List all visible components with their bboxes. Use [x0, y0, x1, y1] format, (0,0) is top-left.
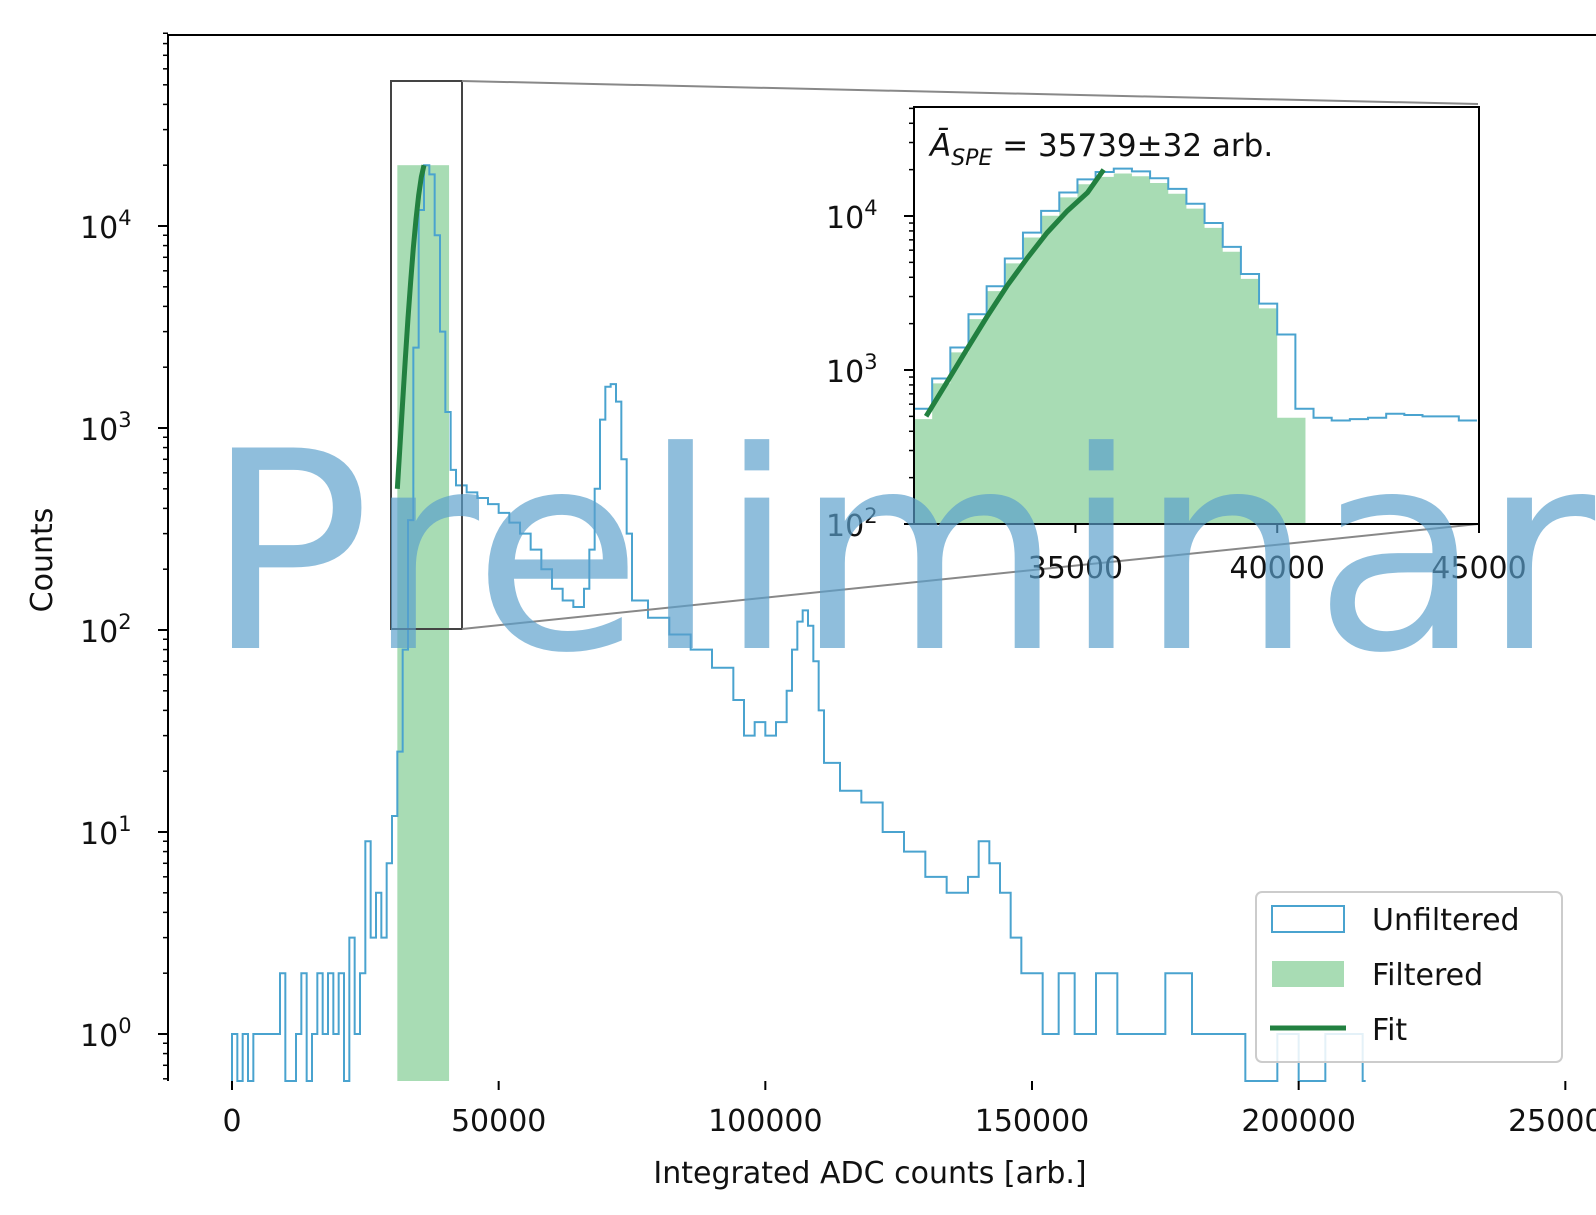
x-tick-label: 50000 [451, 1104, 546, 1139]
legend-label-unfiltered: Unfiltered [1372, 903, 1520, 938]
inset-fit-curve [923, 168, 1106, 418]
y-tick-label: 102 [80, 610, 132, 650]
inset-x-ticks: 35000 40000 45000 [1028, 524, 1527, 586]
inset-annotation: ĀSPE = 35739±32 arb. [928, 128, 1273, 171]
inset-filtered-fill [914, 173, 1306, 524]
fit-curve [394, 164, 427, 489]
zoom-region-box [390, 80, 463, 630]
x-axis-label: Integrated ADC counts [arb.] [653, 1156, 1086, 1191]
inset-x-tick-label: 45000 [1431, 551, 1526, 586]
zoom-connector-top [461, 80, 1479, 105]
y-tick-label: 103 [80, 408, 132, 448]
annotation-value: = 35739±32 arb. [992, 128, 1273, 164]
x-axis-ticks: 0 50000 100000 150000 200000 250000 [222, 1081, 1596, 1139]
y-tick-label: 100 [80, 1014, 132, 1054]
x-tick-label: 250000 [1508, 1104, 1596, 1139]
y-axis-ticks: 100 101 102 103 104 [80, 32, 168, 1080]
legend-label-fit: Fit [1372, 1013, 1407, 1048]
legend-box [1255, 891, 1563, 1063]
y-axis-label: Counts [25, 508, 60, 613]
x-tick-label: 0 [222, 1104, 241, 1139]
axes-frame [167, 34, 1596, 1081]
x-tick-label: 200000 [1241, 1104, 1356, 1139]
zoom-connector-bottom [461, 523, 1479, 630]
inset-x-tick-label: 35000 [1028, 551, 1123, 586]
annotation-subscript: SPE [951, 146, 992, 171]
inset-x-tick-label: 40000 [1229, 551, 1324, 586]
x-tick-label: 150000 [975, 1104, 1090, 1139]
preliminary-watermark: Preliminary [205, 393, 1596, 713]
annotation-symbol: Ā [928, 128, 951, 164]
y-tick-label: 104 [80, 206, 132, 246]
x-tick-label: 100000 [708, 1104, 823, 1139]
inset-frame [913, 106, 1480, 525]
inset-unfiltered-step [913, 167, 1477, 524]
y-tick-label: 101 [80, 812, 132, 852]
legend: Unfiltered Filtered Fit [1255, 891, 1563, 1063]
zoom-indicator [390, 80, 1479, 630]
legend-swatch-filtered [1272, 961, 1344, 987]
legend-swatch-unfiltered [1271, 905, 1345, 933]
legend-label-filtered: Filtered [1372, 958, 1483, 993]
unfiltered-series-step [231, 164, 1366, 1082]
